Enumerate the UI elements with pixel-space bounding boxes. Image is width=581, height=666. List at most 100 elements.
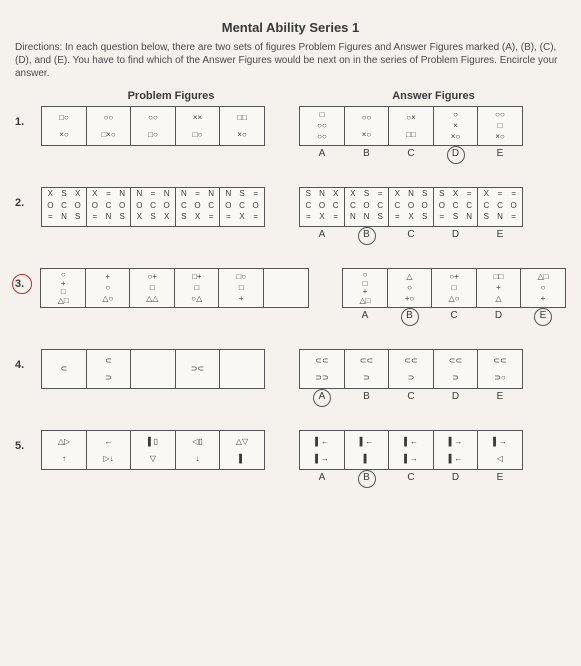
figure-box: △▷↑ xyxy=(41,430,87,470)
question-number: 3. xyxy=(15,268,32,290)
answer-letter: A xyxy=(342,310,388,321)
figure-box: □○○○○ xyxy=(299,106,345,146)
answer-letter: E xyxy=(520,310,566,321)
answer-figures: □○○○○○○×○○×□□○××○○○□×○ xyxy=(299,106,523,146)
figure-box: □○×○ xyxy=(41,106,87,146)
problem-figures: ○+□△□+○△○○+□△△□+□○△□○□+ xyxy=(40,268,309,308)
figure-box: X==CCOSN= xyxy=(477,187,523,227)
page-title: Mental Ability Series 1 xyxy=(15,20,566,35)
figure-box: ▌←▌ xyxy=(344,430,390,470)
figure-box xyxy=(263,268,309,308)
answer-letters: ABCDE xyxy=(342,310,566,321)
figure-box: ⊂⊃ xyxy=(86,349,132,389)
figure-box: ⊂⊂⊃⊃ xyxy=(299,349,345,389)
question-row: 1. □○×○○○□×○○○□○××□○□□×○ □○○○○○○×○○×□□○××○… xyxy=(15,106,566,159)
answer-letter: A xyxy=(299,229,345,240)
answer-letter: B xyxy=(344,472,390,483)
answer-letter: D xyxy=(433,472,479,483)
figure-box: ←▷↓ xyxy=(86,430,132,470)
figure-box: ⊂ xyxy=(41,349,87,389)
answer-letter: E xyxy=(477,391,523,402)
figure-box: △○+○ xyxy=(387,268,433,308)
answer-figures-label: Answer Figures xyxy=(301,90,566,102)
figure-box: □□×○ xyxy=(219,106,265,146)
figure-box: ○+□△△ xyxy=(129,268,175,308)
answer-letters: ABCDE xyxy=(299,391,523,402)
figure-box: ⊂⊂⊃ xyxy=(433,349,479,389)
figure-box: ⊂⊂⊃○ xyxy=(477,349,523,389)
problem-figures: ⊂⊂⊃ ⊃⊂ xyxy=(41,349,265,389)
problem-figures-label: Problem Figures xyxy=(41,90,301,102)
answer-letter: D xyxy=(433,229,479,240)
figure-box: ▌←▌→ xyxy=(388,430,434,470)
answer-letter: C xyxy=(388,148,434,159)
column-labels: Problem Figures Answer Figures xyxy=(15,90,566,102)
questions-container: 1. □○×○○○□×○○○□○××□○□□×○ □○○○○○○×○○×□□○××○… xyxy=(15,106,566,483)
answer-figures: ▌←▌→▌←▌▌←▌→▌→▌←▌→◁ xyxy=(299,430,523,470)
figure-box: XSXOCO=NS xyxy=(41,187,87,227)
question-row: 3. ○+□△□+○△○○+□△△□+□○△□○□+ ○□+△□△○+○○+□△○□… xyxy=(15,268,566,321)
answer-letter: A xyxy=(299,391,345,402)
answer-letters: ABCDE xyxy=(299,229,523,240)
figure-box: X=NOCO=NS xyxy=(86,187,132,227)
figure-box: ◁▯↓ xyxy=(175,430,221,470)
problem-figures: □○×○○○□×○○○□○××□○□□×○ xyxy=(41,106,265,146)
problem-figures: △▷↑←▷↓▌▯▽◁▯↓△▽▌ xyxy=(41,430,265,470)
answer-letter: B xyxy=(344,229,390,240)
answer-letter: E xyxy=(477,148,523,159)
answer-letter: D xyxy=(433,391,479,402)
figure-box: ▌→◁ xyxy=(477,430,523,470)
figure-box: △▽▌ xyxy=(219,430,265,470)
figure-box: XNSCOO=XS xyxy=(388,187,434,227)
figure-box xyxy=(219,349,265,389)
figure-box: N=NOCOXSX xyxy=(130,187,176,227)
question-number: 4. xyxy=(15,349,33,371)
answer-figures: ⊂⊂⊃⊃⊂⊂⊃⊂⊂⊃⊂⊂⊃⊂⊂⊃○ xyxy=(299,349,523,389)
figure-box: ○□+△□ xyxy=(342,268,388,308)
figure-box: △□○+ xyxy=(520,268,566,308)
figure-box: ○×□□ xyxy=(388,106,434,146)
answer-letter: A xyxy=(299,472,345,483)
answer-letter: C xyxy=(388,229,434,240)
answer-letter: E xyxy=(477,472,523,483)
figure-box: ○○□×○ xyxy=(86,106,132,146)
figure-box: ○○□○ xyxy=(130,106,176,146)
figure-box: ▌▯▽ xyxy=(130,430,176,470)
answer-letter: A xyxy=(299,148,345,159)
figure-box: XS=COCNNS xyxy=(344,187,390,227)
answer-letter: D xyxy=(476,310,522,321)
figure-box: □□+△ xyxy=(476,268,522,308)
answer-letters: ABCDE xyxy=(299,148,523,159)
figure-box: □+□○△ xyxy=(174,268,220,308)
question-number: 2. xyxy=(15,187,33,209)
figure-box: ○○×○ xyxy=(344,106,390,146)
figure-box: ⊂⊂⊃ xyxy=(344,349,390,389)
question-row: 4.⊂⊂⊃⊃⊂⊂⊂⊃⊃⊂⊂⊃⊂⊂⊃⊂⊂⊃⊂⊂⊃○ABCDE xyxy=(15,349,566,402)
figure-box: □○□+ xyxy=(218,268,264,308)
answer-letter: D xyxy=(433,148,479,159)
question-row: 2.XSXOCO=NSX=NOCO=NSN=NOCOXSXN=NCOCSX=NS… xyxy=(15,187,566,240)
answer-letter: B xyxy=(387,310,433,321)
question-number: 1. xyxy=(15,106,33,128)
answer-letter: C xyxy=(388,391,434,402)
answer-letter: B xyxy=(344,391,390,402)
figure-box: SX=OCC=SN xyxy=(433,187,479,227)
question-row: 5. △▷↑←▷↓▌▯▽◁▯↓△▽▌ ▌←▌→▌←▌▌←▌→▌→▌←▌→◁ ABCDE xyxy=(15,430,566,483)
figure-box: ⊃⊂ xyxy=(175,349,221,389)
figure-box xyxy=(130,349,176,389)
answer-letter: B xyxy=(344,148,390,159)
figure-box: ▌←▌→ xyxy=(299,430,345,470)
answer-letter: E xyxy=(477,229,523,240)
answer-letter: C xyxy=(388,472,434,483)
figure-box: ××□○ xyxy=(175,106,221,146)
answer-letters: ABCDE xyxy=(299,472,523,483)
question-number: 5. xyxy=(15,430,33,452)
figure-box: N=NCOCSX= xyxy=(175,187,221,227)
figure-box: SNXCOC=X= xyxy=(299,187,345,227)
figure-box: ○+□△□ xyxy=(40,268,86,308)
figure-box: ⊂⊂⊃ xyxy=(388,349,434,389)
answer-figures: SNXCOC=X=XS=COCNNSXNSCOO=XSSX=OCC=SNX==C… xyxy=(299,187,523,227)
figure-box: ○××○ xyxy=(433,106,479,146)
figure-box: +○△○ xyxy=(85,268,131,308)
answer-figures: ○□+△□△○+○○+□△○□□+△△□○+ xyxy=(342,268,566,308)
